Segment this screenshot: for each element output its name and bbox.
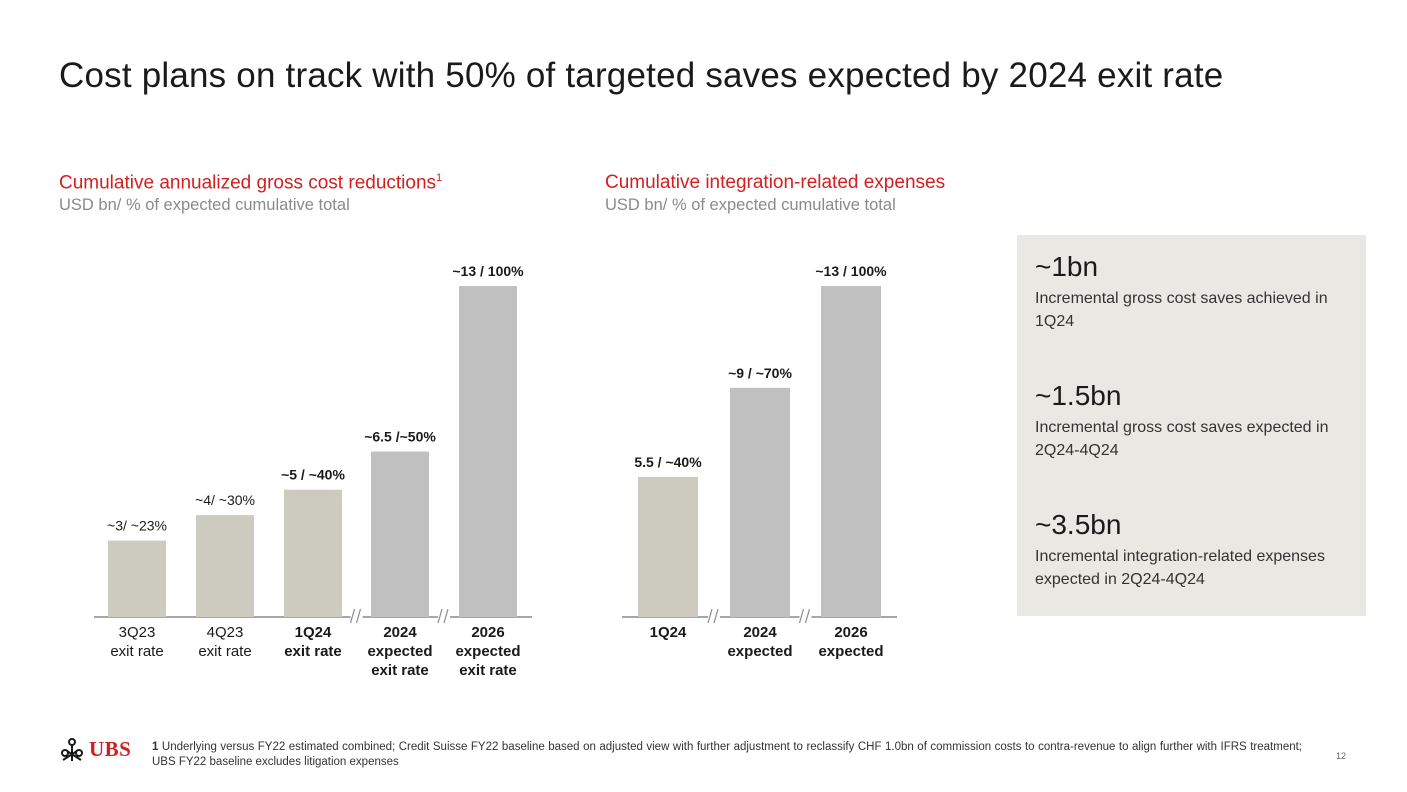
chart2-header: Cumulative integration-related expenses … [605, 172, 945, 215]
kpi-item: ~3.5bn Incremental integration-related e… [1035, 509, 1335, 591]
data-label: ~9 / ~70% [728, 365, 792, 381]
kpi-description: Incremental gross cost saves achieved in… [1035, 290, 1328, 330]
data-label: ~4/ ~30% [195, 492, 255, 508]
kpi-description: Incremental gross cost saves expected in… [1035, 419, 1329, 459]
bar [821, 286, 881, 617]
tick-label: 1Q24 [650, 624, 687, 641]
tick-label: exit rate [110, 643, 163, 660]
tick-label: exit rate [459, 662, 517, 679]
data-label: ~3/ ~23% [107, 518, 167, 534]
chart1-title: Cumulative annualized gross cost reducti… [59, 172, 443, 194]
logo-wordmark: UBS [89, 736, 132, 761]
chart2-title: Cumulative integration-related expenses [605, 172, 946, 193]
axis-break-mark [349, 608, 363, 624]
bar [196, 515, 254, 617]
chart1-subtitle: USD bn/ % of expected cumulative total [59, 196, 350, 215]
bar [284, 489, 342, 617]
tick-label: 4Q23 [207, 624, 244, 641]
tick-label: 3Q23 [119, 624, 156, 641]
kpi-value: ~1.5bn [1035, 380, 1122, 411]
data-label: ~13 / 100% [815, 263, 887, 279]
tick-label: expected [367, 643, 432, 660]
footnote: 1 Underlying versus FY22 estimated combi… [152, 740, 1302, 770]
axis-break-mark [798, 608, 812, 624]
kpi-value: ~1bn [1035, 251, 1099, 282]
tick-label: expected [818, 643, 883, 660]
tick-label: expected [727, 643, 792, 660]
tick-label: 2026 [834, 624, 867, 641]
footnote-number: 1 [152, 741, 159, 753]
footnote-ref: 1 [436, 172, 443, 184]
kpi-description: Incremental integration-related expenses… [1035, 548, 1325, 588]
tick-label: exit rate [371, 662, 429, 679]
data-label: ~13 / 100% [452, 263, 524, 279]
keys-icon [61, 738, 83, 761]
chart2-subtitle: USD bn/ % of expected cumulative total [605, 196, 896, 214]
tick-label: exit rate [284, 643, 342, 660]
axis-break-mark [437, 608, 450, 624]
tick-label: 2026 [471, 624, 504, 641]
tick-label: expected [455, 643, 520, 660]
cost-reductions-chart: ~3/ ~23% 3Q23 exit rate ~4/ ~30% 4Q23 exit ra… [94, 263, 532, 679]
chart1-header: Cumulative annualized gross cost reducti… [59, 172, 442, 215]
kpi-panel: ~1bn Incremental gross cost saves achiev… [1017, 235, 1366, 616]
tick-label: 2024 [383, 624, 417, 641]
kpi-item: ~1.5bn Incremental gross cost saves expe… [1035, 380, 1335, 462]
bar [459, 286, 517, 617]
tick-label: exit rate [198, 643, 251, 660]
data-label: ~6.5 /~50% [364, 429, 436, 445]
bar [371, 451, 429, 617]
ubs-logo: UBS [59, 736, 131, 762]
page-title: Cost plans on track with 50% of targeted… [59, 56, 1224, 95]
axis-break-mark [707, 608, 720, 624]
tick-label: 2024 [743, 624, 777, 641]
bar [638, 476, 698, 617]
bar [730, 387, 790, 617]
kpi-item: ~1bn Incremental gross cost saves achiev… [1035, 251, 1335, 333]
data-label: 5.5 / ~40% [634, 454, 702, 470]
page-number: 12 [1336, 751, 1347, 761]
data-label: ~5 / ~40% [281, 467, 345, 483]
integration-expenses-chart: 5.5 / ~40% 1Q24 ~9 / ~70% 2024 expected ~13 /… [622, 263, 897, 660]
bar [108, 540, 166, 617]
tick-label: 1Q24 [295, 624, 332, 641]
kpi-value: ~3.5bn [1035, 509, 1122, 540]
footnote-text: Underlying versus FY22 estimated combine… [152, 741, 1302, 768]
